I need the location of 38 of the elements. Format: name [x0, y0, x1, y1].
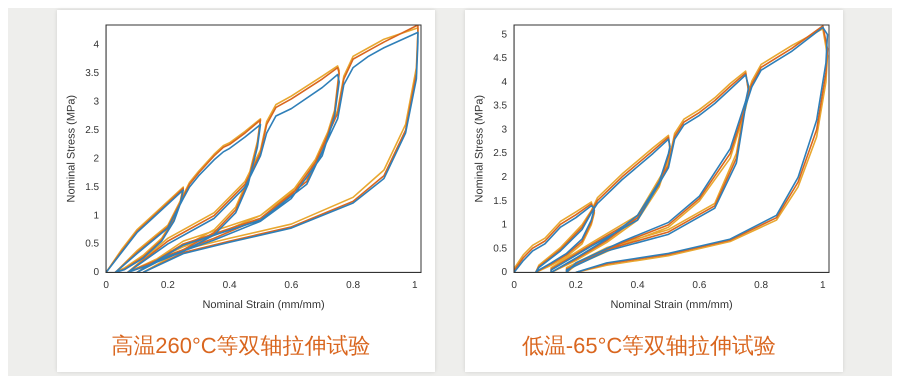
- y-tick-label: 1: [94, 210, 100, 222]
- y-tick-label: 1.5: [85, 182, 100, 193]
- y-tick-label: 3.5: [493, 100, 508, 112]
- y-tick-label: 4: [502, 76, 508, 88]
- y-tick-label: 3.5: [85, 68, 100, 80]
- x-tick-label: 0: [511, 280, 518, 292]
- y-tick-label: 0: [502, 267, 508, 278]
- x-tick-label: 0.2: [160, 280, 176, 292]
- y-tick-label: 4.5: [493, 53, 508, 64]
- y-tick-label: 0.5: [85, 238, 100, 250]
- y-tick-label: 3: [94, 96, 100, 108]
- x-axis-title: Nominal Strain (mm/mm): [610, 299, 733, 312]
- x-axis-title: Nominal Strain (mm/mm): [202, 299, 325, 312]
- y-tick-label: 0.5: [493, 243, 508, 254]
- x-tick-label: 0.8: [346, 280, 360, 292]
- x-tick-label: 1: [820, 280, 826, 292]
- y-tick-label: 3: [502, 124, 508, 136]
- y-tick-label: 2: [94, 153, 100, 164]
- y-axis-title: Nominal Stress (MPa): [474, 94, 486, 202]
- y-tick-label: 2.5: [493, 148, 508, 160]
- text: 低温-65°C等双轴拉伸试验: [522, 332, 776, 358]
- x-tick-label: 0.8: [754, 280, 768, 292]
- y-tick-label: 5: [502, 29, 508, 40]
- x-tick-label: 0.4: [222, 280, 237, 292]
- text: 高温260°C等双轴拉伸试验: [111, 332, 371, 358]
- y-tick-label: 2.5: [85, 124, 100, 136]
- x-tick-label: 0.6: [692, 280, 707, 292]
- y-tick-label: 2: [502, 172, 508, 183]
- y-tick-label: 4: [94, 40, 100, 51]
- x-tick-label: 0: [103, 280, 110, 292]
- x-tick-label: 0.2: [568, 280, 584, 292]
- y-tick-label: 1.5: [493, 196, 508, 207]
- x-tick-label: 0.4: [630, 280, 645, 292]
- y-tick-label: 1: [502, 220, 508, 231]
- y-axis-title: Nominal Stress (MPa): [66, 94, 78, 202]
- x-tick-label: 1: [412, 280, 418, 292]
- y-tick-label: 0: [94, 267, 100, 278]
- x-tick-label: 0.6: [284, 280, 299, 292]
